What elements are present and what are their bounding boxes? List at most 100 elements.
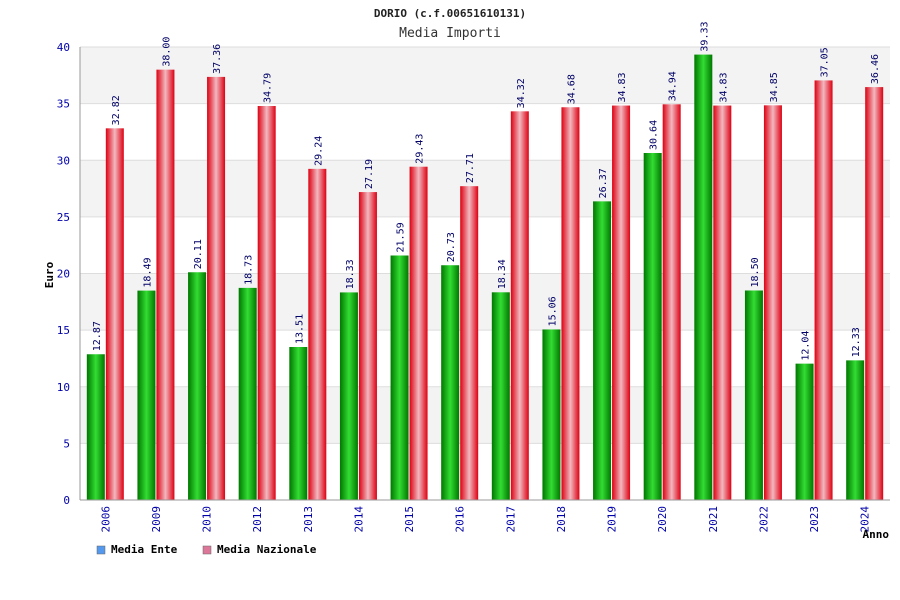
bar-media-ente [593,201,612,501]
x-tick-label: 2021 [707,506,720,533]
bar-media-ente [643,153,662,500]
data-label: 29.43 [415,134,426,164]
data-label: 39.33 [699,21,710,51]
bar-media-ente [795,363,814,500]
bar-media-nazionale [561,107,580,501]
data-label: 18.50 [750,257,761,287]
data-label: 18.34 [497,259,508,289]
x-tick-label: 2006 [99,506,112,533]
data-label: 21.59 [396,222,407,252]
bar-media-nazionale [460,186,479,500]
bar-media-nazionale [156,69,175,501]
bar-media-ente [390,255,409,500]
legend-swatch [96,545,106,555]
chart-subtitle: Media Importi [399,26,501,41]
data-label: 18.73 [244,255,255,285]
chart-title: DORIO (c.f.00651610131) [374,7,526,20]
bar-media-ente [744,290,763,500]
data-label: 20.73 [446,232,457,262]
data-label: 27.19 [364,159,375,189]
data-label: 34.68 [566,74,577,104]
x-tick-label: 2020 [656,506,669,533]
bar-media-nazionale [207,76,226,500]
bar-media-nazionale [865,87,884,500]
x-axis-ticks: 2006 2009 2010 2012 2013 2014 2015 2016 2017 2018… [99,506,871,533]
data-label: 34.94 [668,71,679,101]
data-label: 12.04 [801,331,812,361]
bars [86,54,884,501]
bar-media-ente [542,329,561,500]
bar-media-ente [339,292,358,500]
bar-media-nazionale [612,105,631,501]
data-label: 34.83 [617,72,628,102]
x-tick-label: 2024 [859,506,872,533]
bar-media-ente [137,290,156,500]
legend: Media Ente Media Nazionale [96,543,317,556]
legend-label: Media Nazionale [217,543,317,556]
x-tick-label: 2023 [808,506,821,533]
data-label: 30.64 [649,120,660,150]
legend-label: Media Ente [111,543,178,556]
data-label: 13.51 [294,314,305,344]
y-tick-label: 10 [57,381,70,394]
data-label: 27.71 [465,153,476,183]
bar-media-ente [238,287,257,500]
data-label: 12.87 [92,321,103,351]
x-tick-label: 2009 [150,506,163,533]
data-label: 34.79 [263,73,274,103]
y-axis-ticks: 0 5 10 15 20 25 30 35 40 [57,41,70,507]
x-tick-label: 2016 [454,506,467,533]
bar-media-ente [694,54,713,501]
y-tick-label: 20 [57,268,70,281]
bar-media-nazionale [257,106,276,501]
bar-media-ente [289,346,308,500]
data-label: 15.06 [547,296,558,326]
data-label: 34.85 [769,72,780,102]
y-tick-label: 25 [57,211,70,224]
x-tick-label: 2013 [302,506,315,533]
y-axis-label: Euro [43,261,56,288]
x-tick-label: 2022 [757,506,770,533]
bar-media-nazionale [510,111,529,501]
bar-media-ente [846,360,865,500]
x-tick-label: 2012 [251,506,264,533]
bar-media-nazionale [105,128,124,500]
data-label: 34.83 [718,72,729,102]
y-tick-label: 5 [63,437,70,450]
data-label: 37.05 [820,47,831,77]
bar-media-nazionale [662,104,681,500]
data-label: 18.33 [345,259,356,289]
data-label: 32.82 [111,95,122,125]
x-tick-label: 2014 [352,506,365,533]
y-tick-label: 40 [57,41,70,54]
bar-media-nazionale [763,105,782,500]
bar-media-nazionale [358,192,377,501]
x-tick-label: 2018 [555,506,568,533]
y-tick-label: 0 [63,494,70,507]
data-label: 38.00 [161,37,172,67]
bar-media-ente [441,265,460,500]
y-tick-label: 15 [57,324,70,337]
bar-media-nazionale [308,168,327,500]
bar-media-ente [491,292,510,500]
bar-media-ente [188,272,207,500]
data-label: 29.24 [313,136,324,166]
legend-swatch [202,545,212,555]
data-label: 12.33 [851,327,862,357]
y-tick-label: 35 [57,98,70,111]
x-axis-label: Anno [863,528,890,541]
bar-media-nazionale [713,105,732,501]
bar-media-ente [86,354,105,500]
y-tick-label: 30 [57,154,70,167]
x-tick-label: 2017 [504,506,517,533]
data-label: 18.49 [142,257,153,287]
data-label: 26.37 [598,168,609,198]
bar-media-nazionale [409,166,428,500]
bar-media-nazionale [814,80,833,500]
data-label: 20.11 [193,239,204,269]
data-label: 36.46 [870,54,881,84]
data-label: 34.32 [516,78,527,108]
data-labels: 12.87 32.82 18.49 38.00 20.11 37.36 18.73 34.79… [92,21,881,360]
x-tick-label: 2015 [403,506,416,533]
